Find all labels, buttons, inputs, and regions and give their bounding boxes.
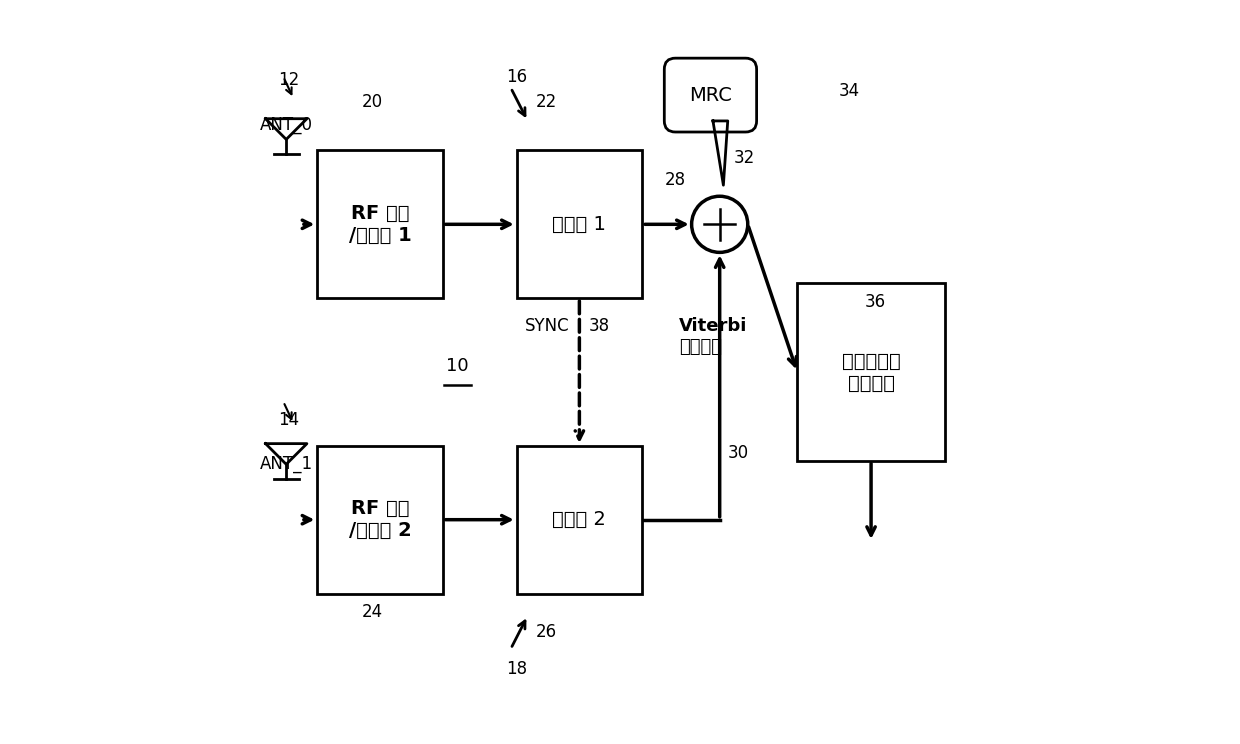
Text: SYNC: SYNC [526,317,570,336]
Text: ANT_0: ANT_0 [259,115,312,134]
Text: 20: 20 [362,94,383,112]
Text: 28: 28 [665,171,686,189]
Circle shape [692,196,748,252]
Text: 12: 12 [279,71,300,89]
Text: RF 前端
/调谐器 2: RF 前端 /调谐器 2 [348,499,412,540]
Text: 解调器 1: 解调器 1 [553,215,606,234]
Text: MRC: MRC [689,86,732,105]
Text: 34: 34 [838,83,859,100]
Text: 14: 14 [279,411,300,429]
Text: 24: 24 [362,603,383,621]
Text: 10: 10 [446,357,469,375]
Text: 30: 30 [728,444,749,462]
Text: Viterbi
分支度量: Viterbi 分支度量 [680,317,748,356]
Text: 26: 26 [536,623,557,641]
Polygon shape [713,121,728,185]
Text: 38: 38 [589,317,610,336]
FancyBboxPatch shape [665,58,756,132]
Text: 16: 16 [506,68,527,86]
Text: 18: 18 [506,660,527,678]
FancyBboxPatch shape [797,283,945,461]
Text: 32: 32 [733,149,755,167]
Text: 22: 22 [536,94,557,112]
Text: RF 前端
/调谐器 1: RF 前端 /调谐器 1 [348,204,412,245]
FancyBboxPatch shape [517,150,642,298]
FancyBboxPatch shape [517,446,642,594]
Text: ANT_1: ANT_1 [259,455,312,473]
FancyBboxPatch shape [317,150,443,298]
Text: 36: 36 [864,293,885,311]
Text: 解调器 2: 解调器 2 [553,510,606,529]
Text: 解交织器、
解码器等: 解交织器、 解码器等 [842,351,900,393]
FancyBboxPatch shape [317,446,443,594]
